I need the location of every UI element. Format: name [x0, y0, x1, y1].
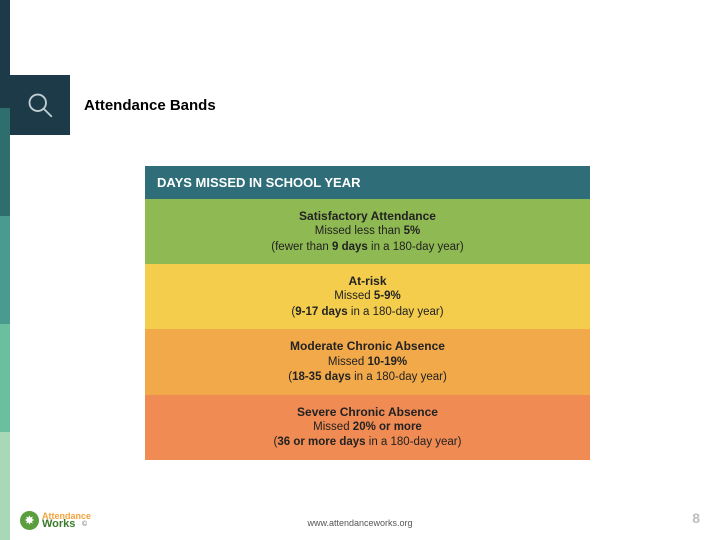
band-title: Satisfactory Attendance	[155, 208, 580, 224]
band-title: Moderate Chronic Absence	[155, 338, 580, 354]
band-line1: Missed 10-19%	[155, 355, 580, 371]
copyright-mark: ©	[82, 521, 87, 528]
band-line2: (9-17 days in a 180-day year)	[155, 305, 580, 321]
footer: ✸ Attendance Works © www.attendanceworks…	[0, 498, 720, 540]
band-line2: (36 or more days in a 180-day year)	[155, 435, 580, 451]
logo-mark-icon: ✸	[20, 511, 39, 530]
attendance-bands-table: DAYS MISSED IN SCHOOL YEAR Satisfactory …	[145, 166, 590, 460]
band-line2: (18-35 days in a 180-day year)	[155, 370, 580, 386]
table-header-text: DAYS MISSED IN SCHOOL YEAR	[157, 175, 360, 190]
band-line1: Missed 5-9%	[155, 289, 580, 305]
stripe-seg	[0, 108, 10, 216]
band-row: Severe Chronic Absence Missed 20% or mor…	[145, 395, 590, 460]
attendance-works-logo: ✸ Attendance Works	[20, 511, 91, 530]
stripe-seg	[0, 216, 10, 324]
stripe-seg	[0, 0, 10, 108]
band-title: At-risk	[155, 273, 580, 289]
search-icon	[10, 75, 70, 135]
band-line1: Missed less than 5%	[155, 224, 580, 240]
band-line1: Missed 20% or more	[155, 420, 580, 436]
table-header: DAYS MISSED IN SCHOOL YEAR	[145, 166, 590, 199]
left-color-stripe	[0, 0, 10, 540]
band-title: Severe Chronic Absence	[155, 404, 580, 420]
header-bar: Attendance Bands	[10, 75, 382, 135]
page-number: 8	[692, 510, 700, 526]
band-row: Satisfactory Attendance Missed less than…	[145, 199, 590, 264]
title-box: Attendance Bands	[70, 75, 382, 135]
page-title: Attendance Bands	[84, 97, 216, 114]
footer-url: www.attendanceworks.org	[307, 518, 412, 528]
band-line2: (fewer than 9 days in a 180-day year)	[155, 240, 580, 256]
band-row: Moderate Chronic Absence Missed 10-19% (…	[145, 329, 590, 394]
band-row: At-risk Missed 5-9% (9-17 days in a 180-…	[145, 264, 590, 329]
stripe-seg	[0, 324, 10, 432]
